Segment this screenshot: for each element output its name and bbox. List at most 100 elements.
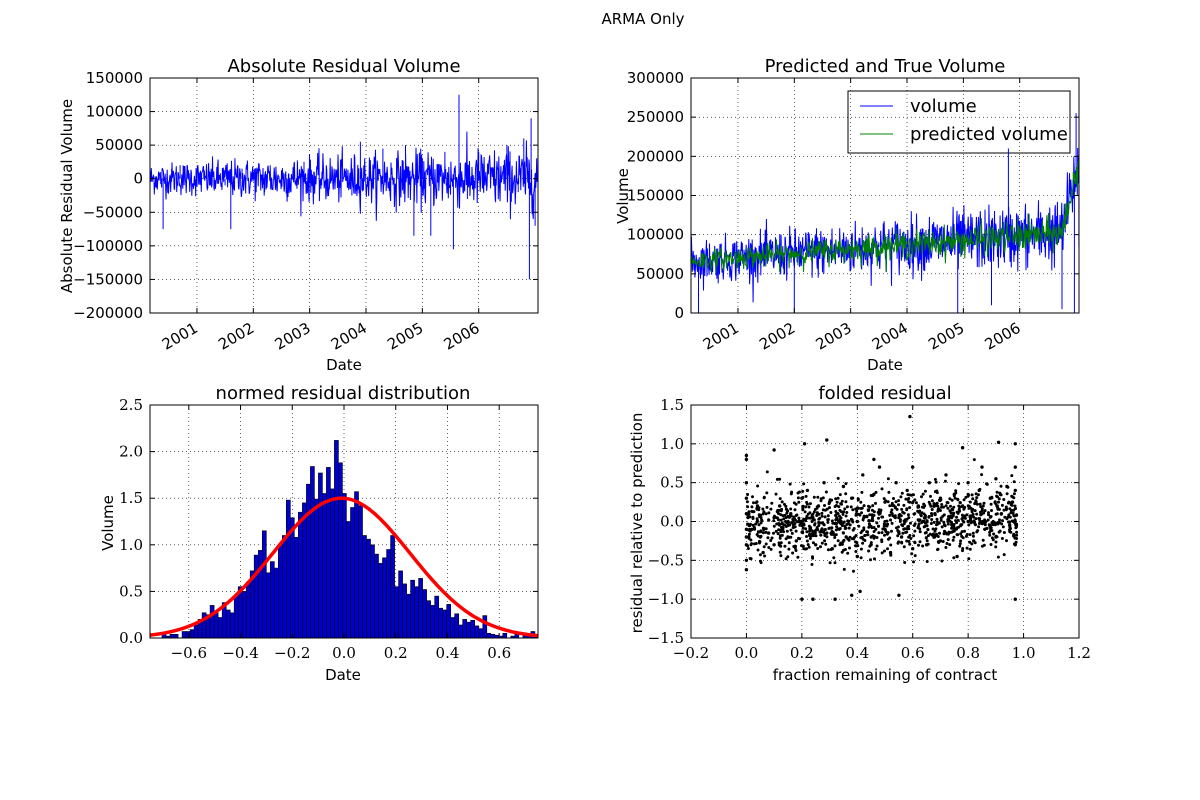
- scatter-point: [926, 528, 930, 531]
- scatter-point: [871, 504, 875, 508]
- scatter-point: [958, 505, 962, 509]
- scatter-point: [858, 589, 862, 594]
- scatter-point: [836, 539, 840, 543]
- scatter-point: [855, 554, 859, 559]
- scatter-point: [907, 497, 911, 500]
- scatter-point: [833, 597, 837, 601]
- scatter-point: [960, 530, 964, 534]
- scatter-point: [910, 552, 914, 556]
- scatter-point: [920, 505, 924, 509]
- histogram-bar: [185, 631, 191, 638]
- y-tick-label: 300000: [627, 69, 684, 87]
- scatter-point: [823, 515, 827, 519]
- scatter-point: [908, 534, 912, 537]
- scatter-point: [996, 555, 1000, 559]
- histogram-bar: [514, 633, 520, 638]
- scatter-point: [957, 507, 961, 511]
- scatter-point: [801, 489, 805, 493]
- scatter-point: [990, 521, 994, 525]
- scatter-point: [849, 505, 853, 509]
- series-line-residual: [150, 94, 538, 280]
- scatter-point: [930, 499, 934, 503]
- scatter-point: [794, 549, 798, 552]
- y-tick-label: 250000: [627, 108, 684, 126]
- scatter-point: [890, 512, 894, 516]
- scatter-point: [759, 534, 763, 538]
- scatter-point: [961, 519, 965, 523]
- histogram-bar: [314, 498, 319, 638]
- scatter-point: [876, 524, 880, 528]
- scatter-point: [770, 501, 774, 505]
- plot-title: Predicted and True Volume: [765, 56, 1006, 77]
- scatter-point: [794, 514, 798, 517]
- scatter-point: [844, 482, 848, 486]
- x-tick-label: −0.6: [171, 644, 207, 662]
- scatter-point: [954, 489, 958, 493]
- scatter-point: [967, 557, 971, 561]
- scatter-point: [811, 556, 815, 560]
- scatter-point: [889, 518, 892, 522]
- scatter-point: [958, 542, 962, 546]
- scatter-point: [867, 519, 871, 522]
- scatter-point: [872, 457, 876, 462]
- histogram-bar: [169, 633, 175, 638]
- x-tick-label: −0.4: [222, 644, 258, 662]
- scatter-point: [912, 534, 916, 538]
- scatter-point: [869, 494, 873, 497]
- scatter-point: [838, 519, 842, 523]
- scatter-point: [988, 523, 992, 527]
- histogram-bar: [322, 493, 327, 638]
- scatter-point: [772, 543, 776, 547]
- scatter-point: [1015, 533, 1019, 537]
- scatter-point: [863, 539, 867, 542]
- histogram-bar: [310, 466, 315, 638]
- scatter-point: [796, 555, 800, 559]
- legend-frame: [847, 90, 1071, 154]
- histogram-bar: [257, 550, 263, 638]
- scatter-point: [994, 545, 998, 549]
- scatter-point: [762, 545, 766, 549]
- scatter-point: [956, 518, 960, 522]
- scatter-point: [745, 500, 749, 504]
- scatter-point: [840, 542, 844, 546]
- histogram-bar: [422, 589, 427, 638]
- scatter-point: [939, 498, 943, 502]
- scatter-point: [769, 507, 773, 511]
- scatter-point: [933, 477, 937, 481]
- scatter-point: [783, 544, 787, 548]
- scatter-point: [869, 558, 872, 562]
- scatter-point: [909, 537, 913, 540]
- scatter-point: [780, 507, 784, 511]
- scatter-point: [968, 518, 972, 522]
- scatter-point: [769, 539, 773, 542]
- scatter-point: [861, 518, 865, 522]
- histogram-bar: [362, 535, 367, 638]
- scatter-point: [951, 538, 955, 542]
- scatter-point: [871, 519, 875, 523]
- legend-label-volume: volume: [910, 96, 977, 117]
- scatter-point: [1004, 508, 1008, 512]
- scatter-point: [834, 510, 838, 513]
- scatter-point: [901, 524, 905, 528]
- scatter-point: [807, 505, 811, 509]
- scatter-point: [976, 493, 980, 497]
- scatter-point: [809, 526, 813, 530]
- scatter-point: [794, 529, 798, 533]
- scatter-point: [952, 505, 956, 509]
- scatter-point: [946, 518, 950, 522]
- scatter-point: [987, 511, 990, 515]
- x-tick-label: 2005: [925, 319, 967, 354]
- scatter-point: [899, 514, 903, 518]
- scatter-point: [784, 516, 788, 520]
- scatter-point: [909, 521, 912, 525]
- scatter-point: [961, 549, 964, 553]
- scatter-point: [913, 554, 917, 558]
- scatter-point: [772, 524, 776, 528]
- scatter-point: [746, 547, 750, 550]
- scatter-point: [846, 519, 850, 523]
- scatter-point: [819, 545, 822, 549]
- scatter-point: [836, 527, 840, 531]
- y-tick-label: −1.0: [648, 590, 684, 608]
- x-tick-label: 0.2: [790, 644, 814, 662]
- scatter-point: [923, 489, 927, 493]
